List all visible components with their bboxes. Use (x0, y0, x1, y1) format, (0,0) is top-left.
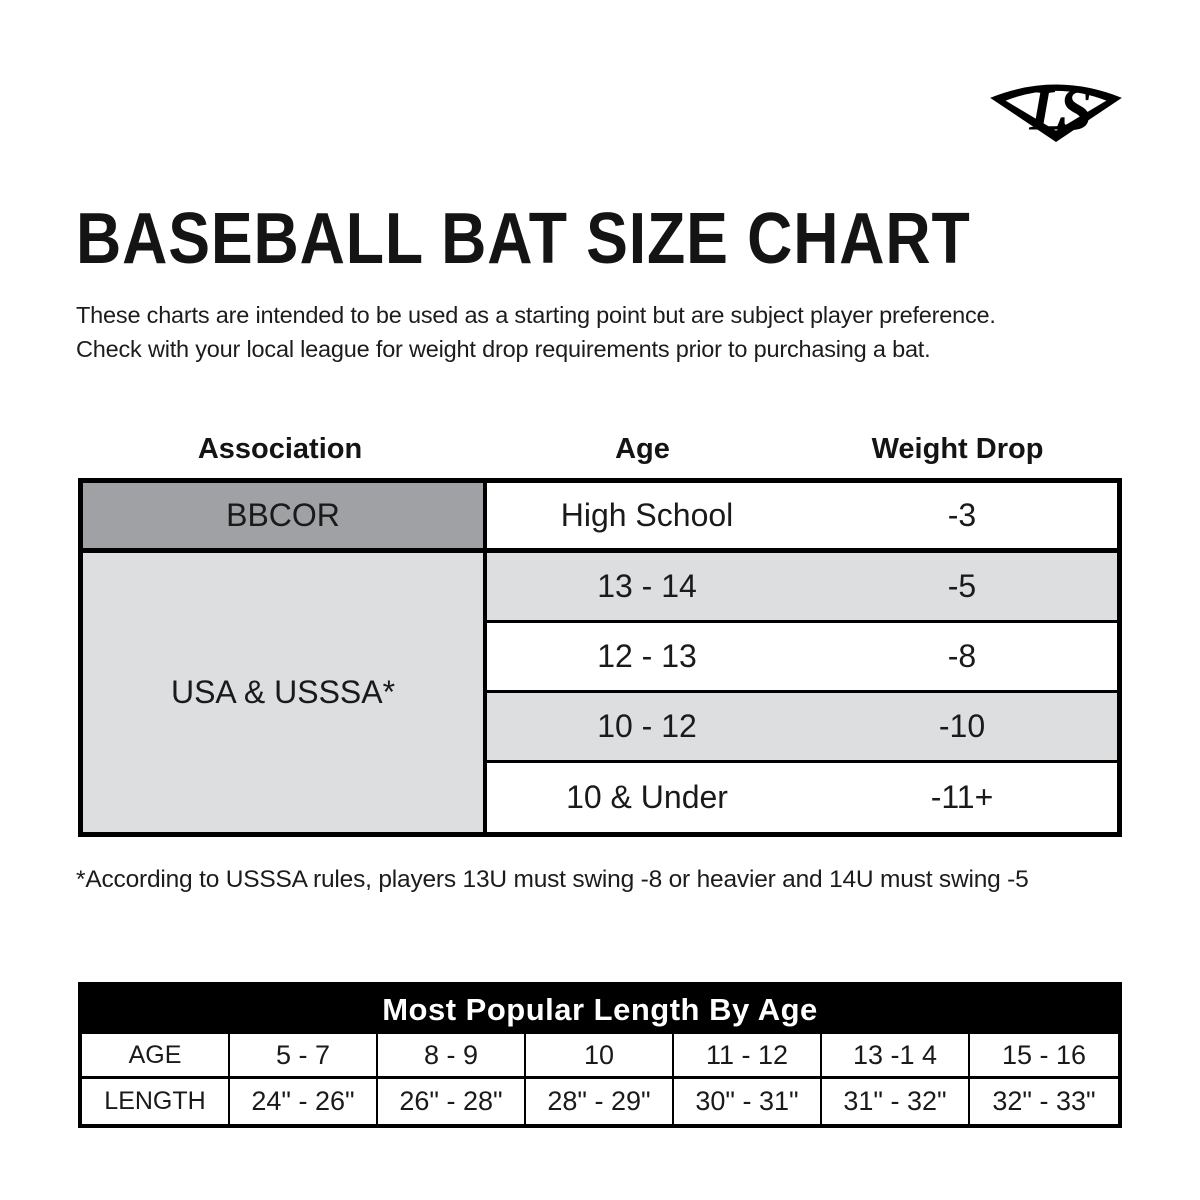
length-table-grid: AGE 5 - 7 8 - 9 10 11 - 12 13 -1 4 15 - … (82, 1034, 1118, 1124)
louisville-slugger-logo: LS (986, 70, 1126, 146)
weight-drop-cell: -11+ (807, 763, 1117, 832)
logo-monogram: LS (1028, 76, 1090, 143)
association-cell-usa-usssa: USA & USSSA* (83, 553, 487, 832)
length-value-cell: 26" - 28" (378, 1079, 526, 1124)
age-value-cell: 11 - 12 (674, 1034, 822, 1079)
age-cell: 12 - 13 (487, 623, 807, 693)
weight-drop-cell: -10 (807, 693, 1117, 763)
length-value-cell: 24" - 26" (230, 1079, 378, 1124)
age-cell: 10 - 12 (487, 693, 807, 763)
age-value-cell: 13 -1 4 (822, 1034, 970, 1079)
diamond-shape (990, 84, 1122, 142)
age-value-cell: 10 (526, 1034, 674, 1079)
intro-line-2: Check with your local league for weight … (76, 336, 931, 363)
length-table-title: Most Popular Length By Age (82, 986, 1118, 1034)
page-title: BASEBALL BAT SIZE CHART (76, 199, 971, 279)
weight-drop-cell: -5 (807, 553, 1117, 623)
length-row-label: LENGTH (82, 1079, 230, 1124)
association-cell-bbcor: BBCOR (83, 483, 487, 553)
column-header-association: Association (197, 432, 363, 465)
size-chart-table: BBCOR High School -3 USA & USSSA* 13 - 1… (78, 478, 1122, 837)
length-value-cell: 32" - 33" (970, 1079, 1118, 1124)
weight-drop-cell: -8 (807, 623, 1117, 693)
age-value-cell: 15 - 16 (970, 1034, 1118, 1079)
length-value-cell: 30" - 31" (674, 1079, 822, 1124)
age-value-cell: 8 - 9 (378, 1034, 526, 1079)
length-value-cell: 28" - 29" (526, 1079, 674, 1124)
size-chart-column-headers: Association Age Weight Drop (78, 420, 1122, 478)
age-value-cell: 5 - 7 (230, 1034, 378, 1079)
length-value-cell: 31" - 32" (822, 1079, 970, 1124)
age-cell: High School (487, 483, 807, 553)
length-by-age-table: Most Popular Length By Age AGE 5 - 7 8 -… (78, 982, 1122, 1128)
age-cell: 13 - 14 (487, 553, 807, 623)
age-cell: 10 & Under (487, 763, 807, 832)
intro-text: These charts are intended to be used as … (76, 298, 996, 366)
weight-drop-cell: -3 (807, 483, 1117, 553)
ls-diamond-icon: LS (990, 76, 1122, 143)
intro-line-1: These charts are intended to be used as … (76, 302, 996, 328)
column-header-weight-drop: Weight Drop (871, 432, 1044, 465)
usssa-footnote: *According to USSSA rules, players 13U m… (76, 866, 1029, 893)
age-row-label: AGE (82, 1034, 230, 1079)
column-header-age: Age (615, 432, 670, 465)
size-chart-section: Association Age Weight Drop BBCOR High S… (78, 420, 1122, 837)
